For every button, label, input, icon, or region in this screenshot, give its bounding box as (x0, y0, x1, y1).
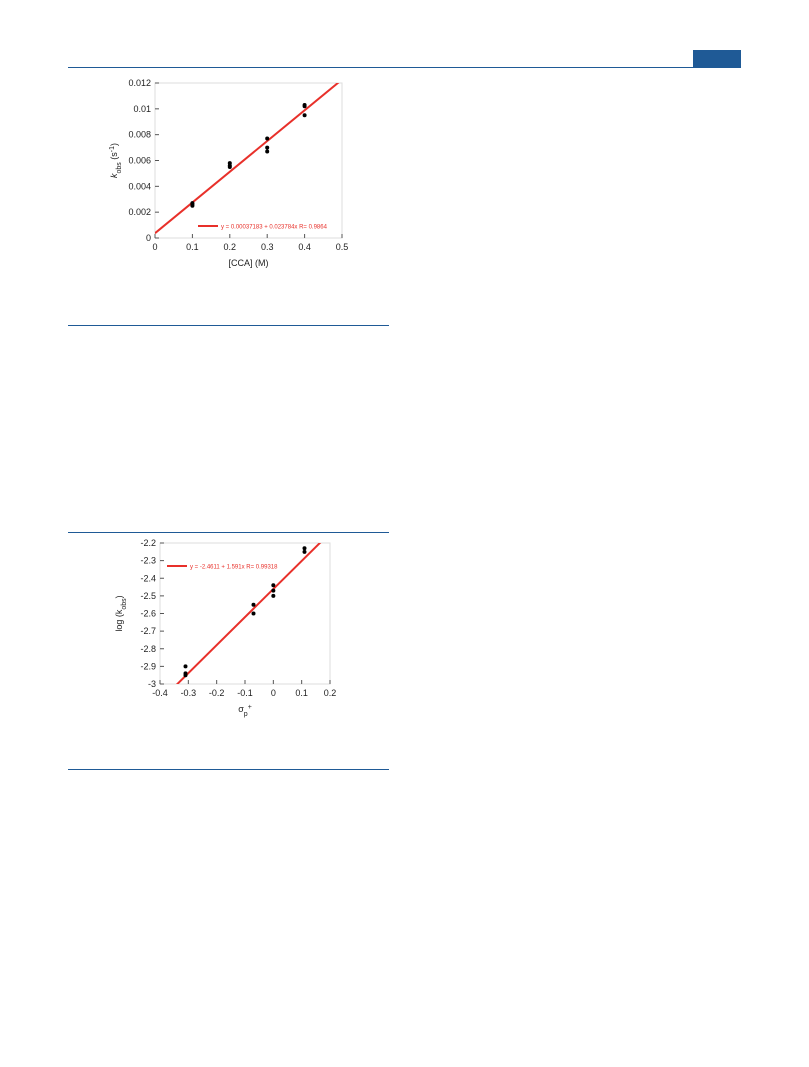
x-tick-label: 0.4 (298, 242, 311, 252)
y-tick-label: -3 (148, 679, 156, 689)
y-axis-label: log (kobs) (114, 595, 128, 631)
data-point (265, 136, 270, 141)
x-tick-label: 0.5 (336, 242, 349, 252)
header-rule (68, 67, 741, 68)
rule (68, 325, 389, 326)
y-tick-label: -2.2 (140, 538, 156, 548)
y-tick-label: 0.006 (128, 156, 151, 166)
data-point (302, 113, 307, 118)
label-part: -1 (109, 146, 116, 152)
legend-label: y = 0.00037183 + 0.023784x R= 0.9864 (221, 225, 328, 231)
fit-line (175, 543, 322, 684)
plot-frame (154, 82, 343, 239)
x-tick-label: -0.4 (152, 688, 168, 698)
x-tick-label: 0 (271, 688, 276, 698)
data-point (302, 104, 307, 109)
x-tick-label: 0.1 (295, 688, 308, 698)
y-tick-label: 0.008 (128, 130, 151, 140)
data-point (265, 149, 270, 154)
label-part: ) (114, 595, 124, 598)
label-part: (s (109, 152, 119, 162)
x-tick-label: 0.3 (261, 242, 274, 252)
data-point (271, 583, 276, 588)
y-tick-label: -2.3 (140, 556, 156, 566)
y-tick-label: 0.01 (133, 104, 151, 114)
y-tick-label: 0.012 (128, 78, 151, 88)
y-tick-label: -2.5 (140, 591, 156, 601)
data-point (302, 546, 307, 551)
rule (68, 532, 389, 533)
data-point (265, 145, 270, 150)
data-point (227, 164, 232, 169)
x-axis-label: [CCA] (M) (229, 258, 269, 268)
y-tick-label: -2.9 (140, 661, 156, 671)
label-part: [CCA] (M) (229, 258, 269, 268)
data-point (190, 201, 195, 206)
x-axis-label: σp+ (238, 704, 252, 718)
y-tick-label: 0.004 (128, 181, 151, 191)
fit-line (155, 83, 340, 234)
x-tick-label: 0.1 (186, 242, 199, 252)
label-part: obs (116, 162, 123, 174)
data-point (251, 611, 256, 616)
label-part: p (244, 711, 248, 718)
label-part: k (109, 173, 119, 178)
y-axis-label: kobs (s-1) (109, 143, 123, 178)
label-part: log (k (114, 609, 124, 632)
label-part: obs (121, 598, 128, 610)
data-point (302, 549, 307, 554)
x-tick-label: 0.2 (324, 688, 337, 698)
label-part: + (248, 704, 252, 711)
label-part: ) (109, 143, 119, 146)
rule (68, 769, 389, 770)
data-point (271, 593, 276, 598)
header-tab (693, 50, 741, 67)
legend-label: y = -2.4611 + 1.591x R= 0.99318 (190, 565, 278, 571)
y-tick-label: 0.002 (128, 207, 151, 217)
data-point (183, 664, 188, 669)
x-tick-label: 0 (152, 242, 157, 252)
x-tick-label: -0.2 (209, 688, 225, 698)
data-point (183, 673, 188, 678)
x-tick-label: -0.1 (237, 688, 253, 698)
x-tick-label: -0.3 (181, 688, 197, 698)
data-point (271, 588, 276, 593)
y-tick-label: -2.6 (140, 609, 156, 619)
label-part: σ (238, 704, 244, 714)
y-tick-label: -2.8 (140, 644, 156, 654)
data-point (251, 602, 256, 607)
x-tick-label: 0.2 (224, 242, 237, 252)
y-tick-label: -2.4 (140, 573, 156, 583)
y-tick-label: -2.7 (140, 626, 156, 636)
y-tick-label: 0 (146, 233, 151, 243)
